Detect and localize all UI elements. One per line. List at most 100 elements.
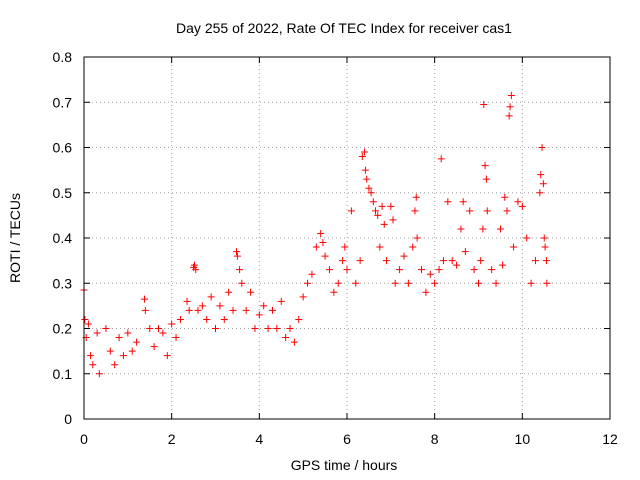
data-point [133, 338, 141, 346]
data-point [124, 329, 132, 337]
data-point [119, 352, 127, 360]
data-point [367, 189, 375, 197]
data-point [538, 144, 546, 151]
axis-ticks [83, 56, 611, 420]
data-point [282, 334, 290, 342]
data-point [312, 243, 320, 251]
data-point [488, 266, 496, 274]
data-point [492, 279, 500, 287]
data-point [242, 306, 250, 314]
data-point [527, 279, 535, 287]
data-point [365, 184, 373, 192]
data-point [216, 302, 224, 310]
data-point [87, 352, 95, 360]
y-tick-label: 0 [64, 411, 72, 427]
data-point [412, 193, 420, 201]
data-point [505, 112, 513, 120]
x-tick-label: 4 [255, 431, 263, 447]
data-point [190, 261, 198, 269]
data-point [483, 207, 491, 215]
data-point [523, 234, 531, 242]
data-point [185, 306, 193, 314]
data-point [84, 320, 92, 328]
data-point [539, 180, 547, 188]
data-point [453, 261, 461, 269]
data-point [374, 211, 382, 219]
data-point [480, 101, 488, 109]
data-point [514, 198, 522, 206]
chart-title: Day 255 of 2022, Rate Of TEC Index for r… [176, 20, 512, 36]
data-point [277, 297, 285, 305]
data-point [541, 243, 549, 251]
data-point [387, 202, 395, 210]
data-point [183, 297, 191, 305]
data-point [503, 207, 511, 215]
data-point [477, 257, 485, 265]
data-point [198, 302, 206, 310]
data-point [444, 198, 452, 206]
data-point [413, 234, 421, 242]
data-point [273, 325, 281, 332]
data-point [106, 347, 114, 355]
data-point [260, 302, 268, 310]
y-tick-label: 0.5 [53, 185, 73, 201]
data-point [343, 266, 351, 274]
data-point [479, 225, 487, 233]
x-tick-label: 2 [168, 431, 176, 447]
data-point [81, 315, 89, 323]
data-point [150, 343, 158, 351]
data-point [499, 261, 507, 269]
y-tick-label: 0.2 [53, 321, 73, 337]
x-tick-label: 10 [515, 431, 531, 447]
data-point [102, 325, 110, 332]
data-point [268, 306, 276, 314]
data-point [159, 329, 167, 337]
data-point [251, 325, 259, 332]
data-point [146, 325, 154, 332]
data-point [352, 279, 360, 287]
data-point [369, 198, 377, 206]
data-point [482, 175, 490, 183]
data-point [431, 279, 439, 287]
data-point [212, 325, 219, 332]
data-point [461, 248, 469, 256]
data-point [176, 315, 184, 323]
data-point [115, 334, 123, 342]
y-tick-label: 0.4 [53, 230, 73, 246]
data-point [457, 225, 465, 233]
data-point [95, 370, 103, 378]
grid-lines [84, 57, 610, 419]
data-point [426, 270, 434, 278]
y-tick-label: 0.8 [53, 49, 73, 65]
x-tick-label: 8 [431, 431, 439, 447]
data-point [290, 338, 298, 346]
data-point [481, 162, 489, 170]
data-point [540, 234, 548, 242]
y-tick-label: 0.6 [53, 140, 73, 156]
y-tick-label: 0.1 [53, 366, 73, 382]
data-point [435, 266, 443, 274]
data-point [501, 193, 509, 201]
data-point [507, 91, 515, 99]
data-point [380, 220, 388, 228]
data-point [155, 325, 163, 332]
data-point [459, 198, 467, 206]
data-point [470, 266, 478, 274]
data-point [238, 279, 246, 287]
data-point [233, 248, 241, 256]
y-axis-label: ROTI / TECUs [7, 193, 23, 283]
data-point [203, 315, 211, 323]
x-tick-label: 0 [80, 431, 88, 447]
x-tick-label: 6 [343, 431, 351, 447]
data-point [194, 306, 202, 314]
data-point [382, 257, 390, 265]
data-point [341, 243, 349, 251]
data-point [448, 257, 456, 265]
data-point [334, 279, 342, 287]
data-point [295, 315, 303, 323]
data-point [510, 243, 518, 251]
data-point [93, 329, 101, 337]
data-point [361, 148, 369, 156]
data-point [207, 293, 215, 301]
